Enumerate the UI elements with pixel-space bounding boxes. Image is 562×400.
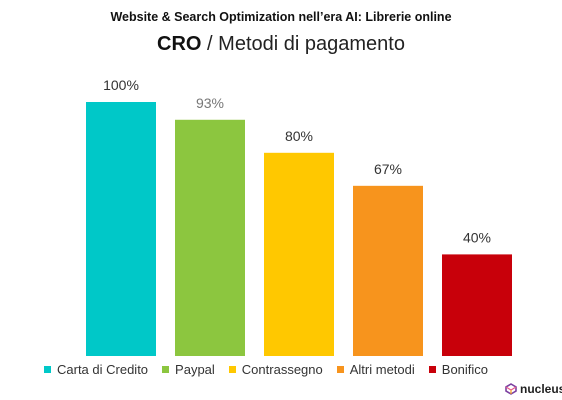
- legend-item: Carta di Credito: [44, 362, 148, 377]
- data-label: 40%: [463, 229, 491, 245]
- bar-carta-di-credito: [86, 102, 156, 356]
- legend-label: Carta di Credito: [57, 362, 149, 377]
- legend-label: Altri metodi: [349, 362, 415, 377]
- nucleus-logo-icon: [505, 383, 517, 395]
- bar-paypal: [175, 119, 245, 356]
- bar-bonifico: [442, 254, 512, 356]
- legend-swatch: [228, 366, 236, 373]
- chart-title-rest: / Metodi di pagamento: [201, 33, 405, 55]
- chart-title: CRO / Metodi di pagamento: [0, 33, 562, 56]
- brand-logo: nucleus: [505, 382, 562, 396]
- data-label: 100%: [103, 77, 139, 93]
- legend-item: Contrassegno: [228, 362, 323, 377]
- legend-swatch: [162, 366, 170, 373]
- data-label: 80%: [285, 128, 313, 144]
- legend-item: Bonifico: [428, 362, 489, 377]
- legend-swatch: [44, 366, 51, 373]
- chart-suptitle: Website & Search Optimization nell’era A…: [110, 10, 452, 24]
- data-label: 67%: [374, 161, 402, 177]
- legend-swatch: [428, 366, 436, 373]
- legend-label: Bonifico: [441, 362, 489, 377]
- brand-name: nucleus: [520, 382, 562, 396]
- chart-title-strong: CRO: [157, 33, 202, 55]
- bar-contrassegno: [264, 152, 334, 356]
- legend-label: Paypal: [175, 362, 215, 377]
- legend-label: Contrassegno: [241, 362, 323, 377]
- chart-legend: Carta di Credito Paypal Contrassegno Altri …: [44, 362, 502, 377]
- legend-item: Altri metodi: [336, 362, 415, 377]
- bar-altri-metodi: [353, 185, 423, 356]
- data-label: 93%: [196, 95, 224, 111]
- legend-swatch: [336, 366, 344, 373]
- legend-item: Paypal: [162, 362, 215, 377]
